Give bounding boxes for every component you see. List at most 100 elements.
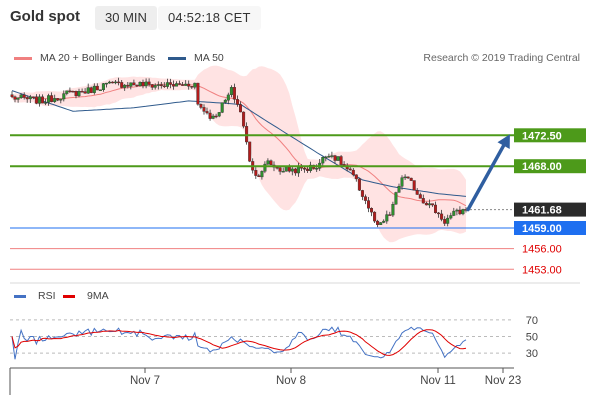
candle-body [449, 215, 453, 219]
candle-body [458, 209, 462, 215]
candle-body [327, 155, 331, 158]
level-label: 1453.00 [522, 264, 562, 276]
candle-body [336, 156, 340, 161]
rsi-9ma-line [11, 329, 467, 356]
candle-body [187, 83, 191, 87]
candle-body [351, 169, 355, 176]
candle-body [56, 98, 60, 101]
level-tag-resistance [514, 128, 586, 143]
candle-body [263, 163, 267, 172]
candle-body [385, 214, 389, 222]
candle-body [397, 185, 401, 193]
candle-body [348, 168, 352, 171]
candle-body [16, 97, 20, 100]
candle-body [379, 222, 383, 225]
candle-body [104, 82, 108, 85]
candle-body [196, 82, 200, 105]
candle-body [455, 209, 459, 212]
candle-body [248, 141, 252, 162]
candle-body [132, 82, 136, 86]
legend-bollinger: MA 20 + Bollinger Bands [14, 52, 155, 64]
candle-body [214, 115, 218, 118]
candle-body [114, 81, 118, 84]
candle-body [330, 155, 334, 157]
level-label: 1456.00 [522, 244, 562, 256]
candle-body [98, 89, 102, 92]
candle-body [418, 194, 422, 199]
candle-body [223, 99, 227, 103]
candle-body [284, 166, 288, 172]
candle-body [178, 83, 182, 85]
candle-body [260, 171, 264, 178]
x-tick-label: Nov 11 [420, 375, 456, 387]
source-credit: Research © 2019 Trading Central [423, 52, 580, 64]
candle-body [117, 81, 121, 84]
candle-body [452, 210, 456, 216]
clock-display: 04:52:18 CET [158, 6, 261, 30]
x-tick-label: Nov 23 [485, 375, 521, 387]
candle-body [68, 90, 72, 93]
candle-body [41, 96, 45, 104]
candle-body [412, 180, 416, 191]
legend-rsi: RSI [14, 290, 56, 302]
candle-body [421, 198, 425, 204]
candle-body [357, 178, 361, 191]
candle-body [388, 214, 392, 216]
ma9-swatch [63, 294, 75, 298]
bollinger-swatch [14, 56, 32, 60]
candle-body [89, 87, 93, 93]
candle-body [427, 203, 431, 206]
candle-body [19, 94, 23, 99]
rsi-legend-label: RSI [38, 290, 56, 302]
candle-body [287, 166, 291, 172]
candle-body [306, 169, 310, 171]
timeframe-button[interactable]: 30 MIN [95, 6, 157, 30]
candle-body [226, 94, 230, 101]
candle-body [254, 169, 258, 176]
ma50-swatch [168, 56, 186, 60]
level-label: 1472.50 [522, 130, 562, 142]
candle-body [382, 220, 386, 223]
candle-body [217, 112, 221, 117]
candle-body [144, 81, 148, 87]
candle-body [391, 203, 395, 216]
rsi-tick-label: 50 [526, 332, 538, 344]
candle-body [123, 84, 127, 88]
rsi-swatch [14, 294, 26, 298]
candle-body [111, 81, 115, 84]
candle-body [153, 85, 157, 88]
candle-body [37, 96, 41, 104]
candle-body [211, 115, 215, 119]
candle-body [10, 94, 14, 97]
candle-body [339, 156, 343, 165]
x-tick-label: Nov 8 [276, 375, 306, 387]
candle-body [293, 168, 297, 174]
candle-body [220, 102, 224, 113]
candle-body [129, 82, 133, 87]
candle-body [367, 200, 371, 209]
candle-body [135, 84, 139, 87]
candle-body [83, 91, 87, 94]
candle-body [86, 87, 90, 94]
candle-body [80, 90, 84, 93]
candle-body [34, 96, 38, 104]
candle-body [354, 174, 358, 180]
candle-body [278, 167, 282, 172]
candle-body [229, 87, 233, 96]
candle-body [25, 97, 29, 100]
candle-body [269, 160, 273, 166]
candle-body [281, 170, 285, 173]
candle-body [92, 85, 96, 93]
candle-body [446, 217, 450, 224]
candle-body [28, 96, 32, 100]
candle-body [290, 168, 294, 172]
candle-body [162, 85, 166, 88]
candle-body [324, 156, 328, 159]
candle-body [22, 94, 26, 98]
ma9-legend-label: 9MA [87, 290, 109, 302]
candle-body [74, 90, 78, 96]
candle-body [193, 82, 197, 88]
candle-body [403, 176, 407, 179]
rsi-tick-label: 70 [526, 315, 538, 327]
